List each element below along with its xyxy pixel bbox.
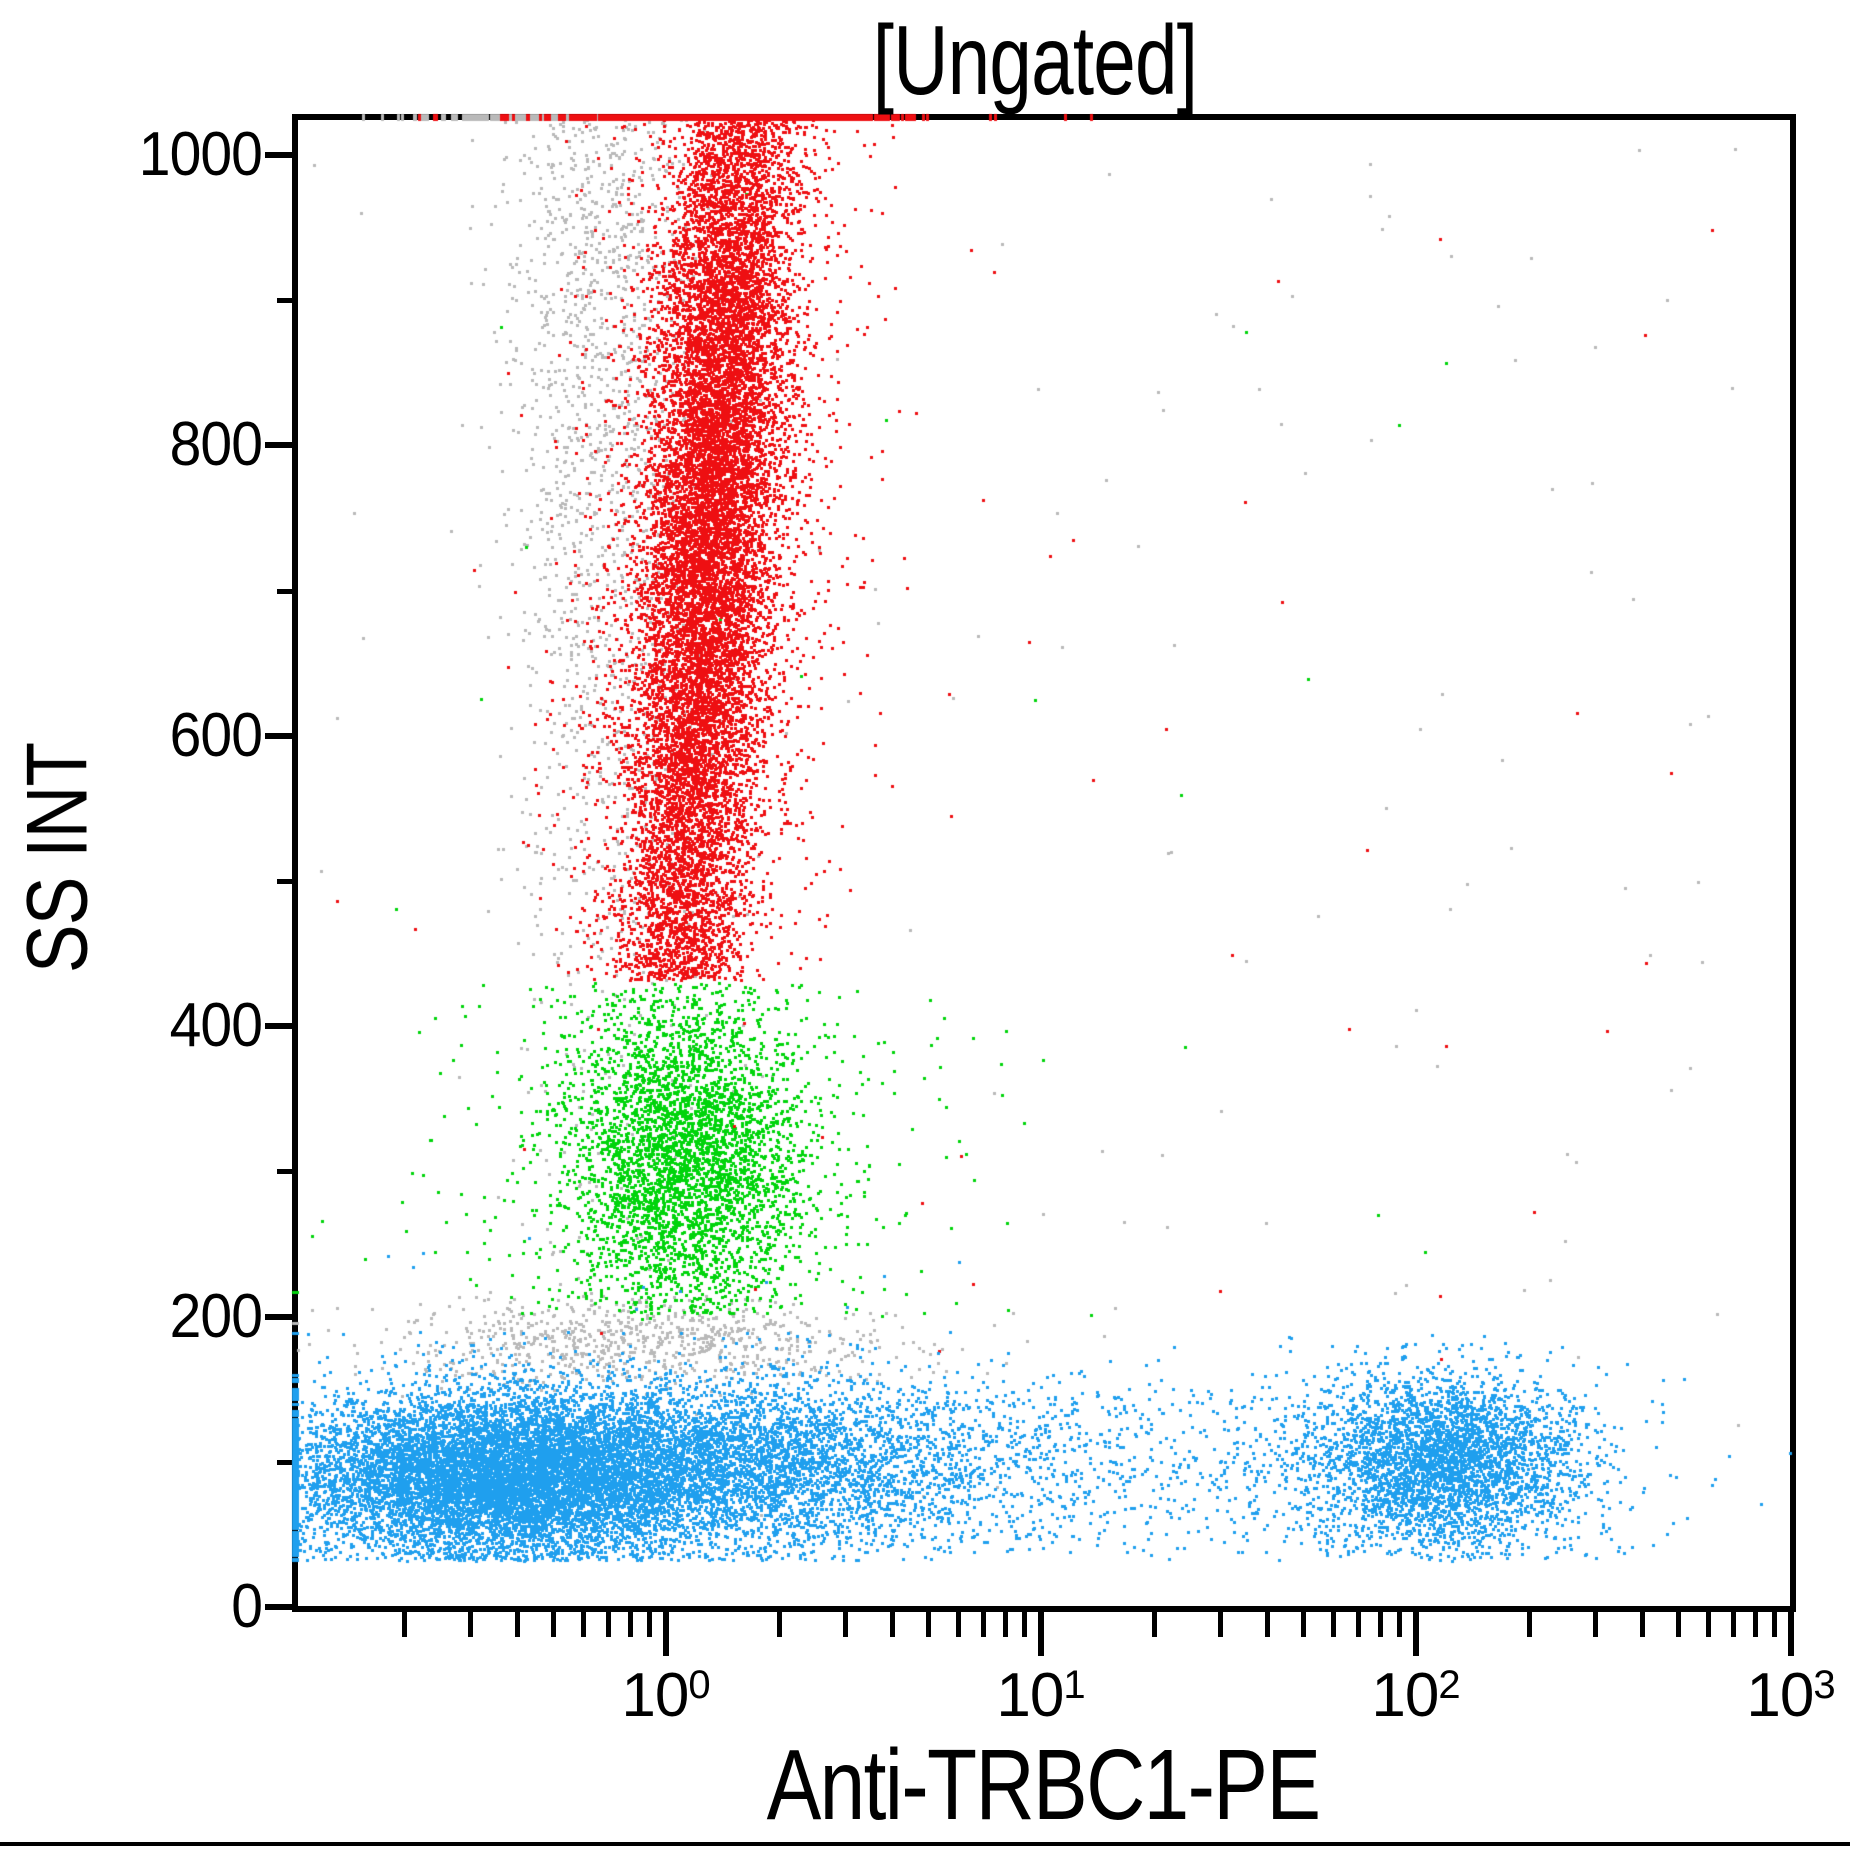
y-tick-label: 0 — [231, 1572, 263, 1641]
plot-title: [Ungated] — [827, 4, 1243, 117]
y-tick-label: 800 — [169, 410, 263, 480]
y-tick-label: 400 — [169, 991, 263, 1061]
y-tick-label: 1000 — [138, 120, 263, 189]
x-tick-label: 100 — [621, 1661, 711, 1730]
x-axis-title: Anti-TRBC1-PE — [706, 1728, 1380, 1843]
y-tick-label: 600 — [169, 700, 263, 770]
x-tick-label: 101 — [996, 1661, 1086, 1730]
bottom-rule — [0, 1842, 1850, 1846]
plot-title-text: [Ungated] — [872, 5, 1198, 115]
x-tick-label: 102 — [1371, 1661, 1461, 1730]
y-axis-title: SS INT — [9, 722, 108, 993]
y-axis-title-text: SS INT — [9, 742, 106, 974]
x-axis-title-text: Anti-TRBC1-PE — [766, 1729, 1321, 1841]
y-tick-label: 200 — [169, 1281, 263, 1351]
x-tick-label: 103 — [1746, 1661, 1836, 1730]
